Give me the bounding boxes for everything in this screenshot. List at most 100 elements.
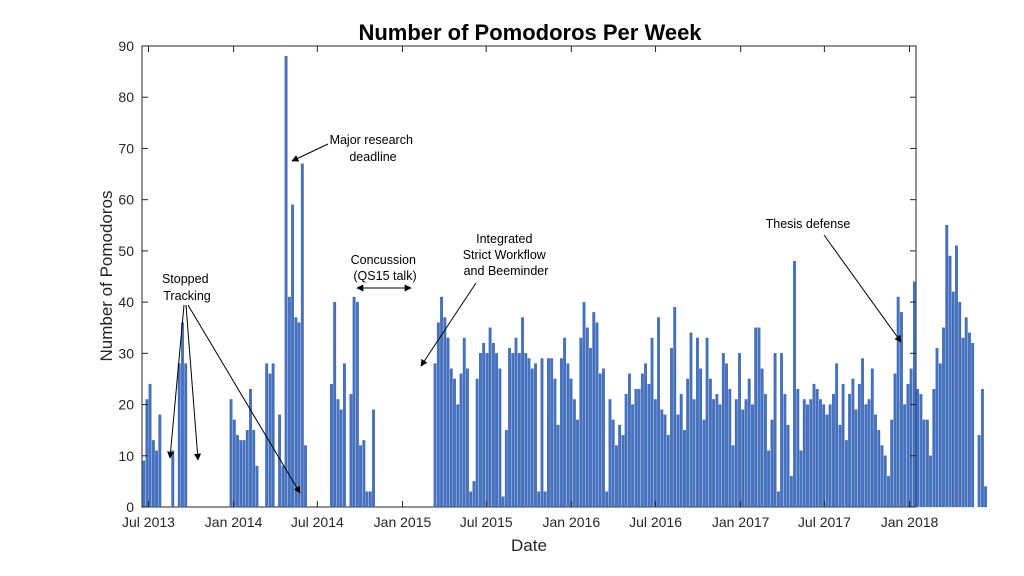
x-tick-label: Jul 2017 [798, 514, 851, 530]
bar [605, 491, 609, 508]
bar [300, 163, 304, 508]
bar [951, 291, 955, 508]
annotation-thesis-defense-text: Thesis defense [766, 217, 851, 231]
bar [968, 332, 971, 508]
bar [673, 307, 677, 508]
bar [725, 363, 728, 508]
bar [734, 399, 738, 508]
bar [543, 491, 547, 508]
annotation-line: Major research [330, 133, 413, 147]
bar [524, 353, 528, 508]
bar [666, 435, 670, 508]
annotation-stopped-tracking: Stopped Tracking [162, 272, 301, 494]
bar [922, 419, 926, 508]
bar [479, 353, 482, 508]
annotation-integrated: Integrated Strict Workflow and Beeminder [420, 232, 549, 367]
bar [938, 363, 942, 508]
bar [650, 337, 654, 508]
x-tick-label: Jan 2016 [543, 514, 601, 530]
x-tick-label: Jul 2015 [460, 514, 513, 530]
bar [964, 317, 968, 508]
bar [462, 337, 466, 508]
bar [547, 358, 550, 508]
y-tick-label: 60 [118, 192, 134, 208]
chart-title: Number of Pomodoros Per Week [358, 20, 702, 45]
bar [819, 399, 822, 508]
bar [890, 419, 894, 508]
bar [799, 450, 803, 508]
x-tick-label: Jul 2014 [291, 514, 344, 530]
y-tick-label: 40 [118, 294, 134, 310]
bar [171, 450, 175, 508]
bar [239, 440, 243, 508]
y-tick-label: 30 [118, 345, 134, 361]
annotation-line: Stopped [162, 272, 209, 286]
bar [764, 394, 767, 508]
bar [475, 378, 479, 508]
bar [550, 358, 554, 508]
bar [291, 204, 295, 508]
bar [495, 353, 499, 508]
bar [236, 435, 239, 508]
bar [754, 327, 758, 508]
x-tick-label: Jul 2016 [629, 514, 682, 530]
bar [598, 373, 602, 508]
bar [294, 317, 298, 508]
bar [900, 312, 903, 508]
bar [184, 363, 188, 508]
bar [780, 353, 784, 508]
bar [660, 409, 664, 508]
bar [887, 476, 890, 508]
annotation-arrow [167, 304, 185, 459]
bar [958, 301, 962, 508]
bar [530, 368, 534, 508]
bar [569, 378, 573, 508]
annotation-concussion-text: Concussion (QS15 talk) [351, 253, 420, 283]
bar [864, 404, 868, 508]
bar [767, 450, 771, 508]
bar [844, 440, 848, 508]
bar [802, 399, 806, 508]
bar [883, 455, 887, 508]
bar [663, 414, 667, 508]
bar [838, 424, 842, 508]
bar [815, 389, 819, 508]
bar [433, 363, 437, 508]
bar [984, 486, 988, 508]
bar [715, 394, 719, 508]
bar [880, 445, 884, 508]
bar [786, 424, 790, 508]
bar [877, 430, 881, 508]
bar [741, 409, 745, 508]
bar [708, 378, 712, 508]
bar [443, 317, 447, 508]
bar [916, 389, 920, 508]
bar [284, 56, 288, 508]
bar-series [142, 56, 988, 508]
bar [747, 378, 751, 508]
bar [857, 383, 861, 508]
bar [501, 496, 505, 508]
x-tick-label: Jul 2013 [122, 514, 175, 530]
bar [919, 394, 923, 508]
bar [589, 348, 592, 508]
bar [631, 404, 635, 508]
bar [796, 389, 800, 508]
bar [559, 358, 563, 508]
bar [271, 363, 275, 508]
bar [657, 317, 660, 508]
bar [841, 383, 845, 508]
bar [647, 383, 651, 508]
bar [592, 312, 596, 508]
annotation-line: and Beeminder [464, 264, 549, 278]
bar [683, 430, 686, 508]
bar [825, 414, 829, 508]
bar [181, 322, 184, 508]
bar [695, 337, 699, 508]
bar [449, 368, 453, 508]
annotation-arrow [291, 143, 329, 162]
bar [948, 255, 952, 508]
y-tick-label: 10 [118, 448, 134, 464]
bar [634, 389, 638, 508]
bar [287, 296, 291, 508]
